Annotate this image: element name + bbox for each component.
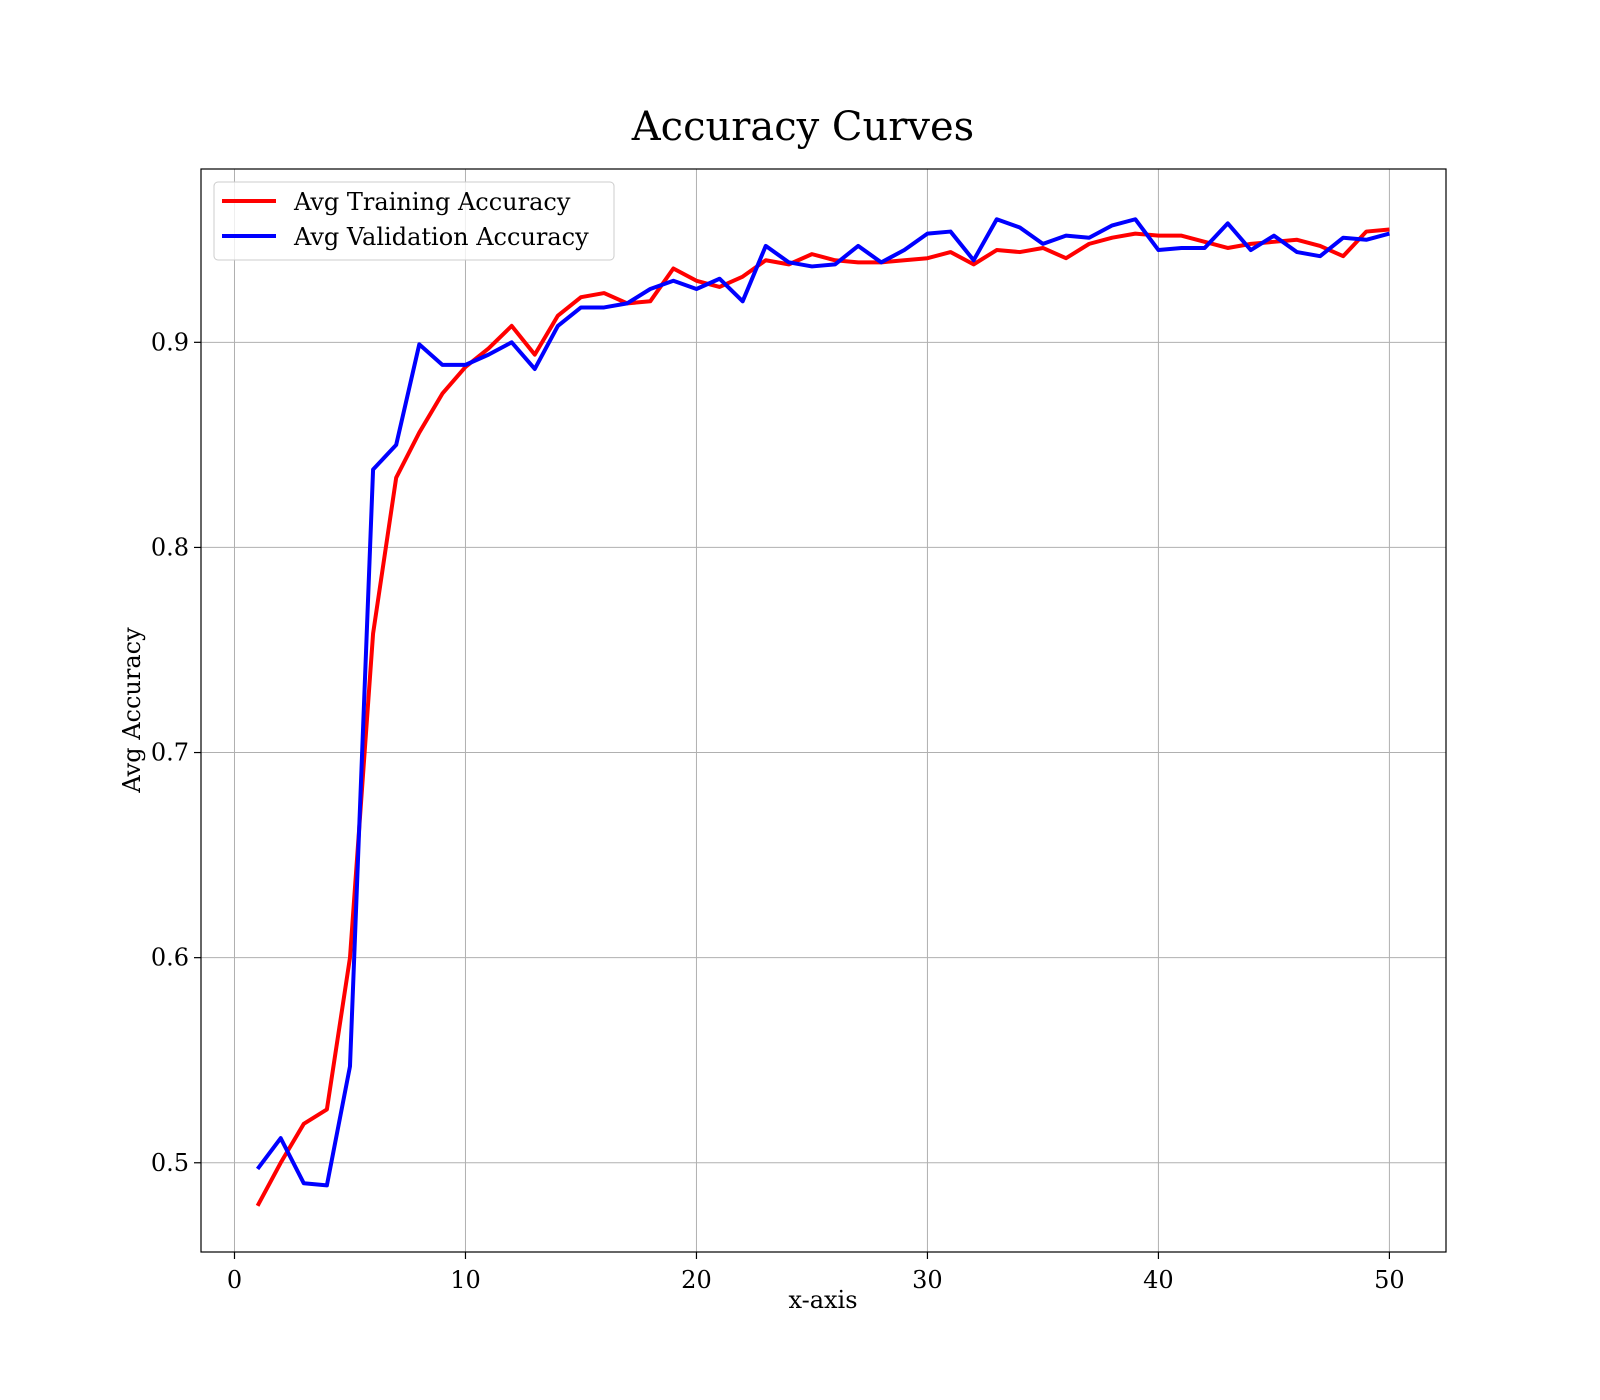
ticks: 0 10 20 30 40 50 0.5 0.6 0.7 0.8 0.9: [151, 328, 1405, 1294]
series-group: [255, 217, 1390, 1207]
legend-box: [213, 181, 615, 261]
legend: Avg Training Accuracy Avg Validation Acc…: [213, 181, 615, 261]
x-tick-label: 20: [681, 1266, 712, 1294]
legend-label-validation: Avg Validation Accuracy: [293, 223, 589, 251]
chart-title: Accuracy Curves: [631, 104, 974, 150]
plot-area: [200, 168, 1447, 1253]
y-tick-label: 0.7: [151, 739, 189, 767]
y-tick-label: 0.5: [151, 1149, 189, 1177]
y-tick-label: 0.6: [151, 944, 189, 972]
y-tick-label: 0.9: [151, 328, 189, 356]
x-axis-label: x-axis: [788, 1286, 857, 1314]
training-accuracy-line: [255, 227, 1390, 1207]
validation-accuracy-line: [255, 217, 1390, 1188]
x-tick-label: 0: [227, 1266, 242, 1294]
y-tick-label: 0.8: [151, 533, 189, 561]
x-tick-label: 10: [450, 1266, 481, 1294]
y-axis-label: Avg Accuracy: [118, 627, 146, 794]
x-tick-label: 30: [912, 1266, 943, 1294]
x-tick-label: 40: [1143, 1266, 1174, 1294]
grid: [201, 169, 1446, 1252]
legend-label-training: Avg Training Accuracy: [293, 188, 571, 216]
x-tick-label: 50: [1374, 1266, 1405, 1294]
